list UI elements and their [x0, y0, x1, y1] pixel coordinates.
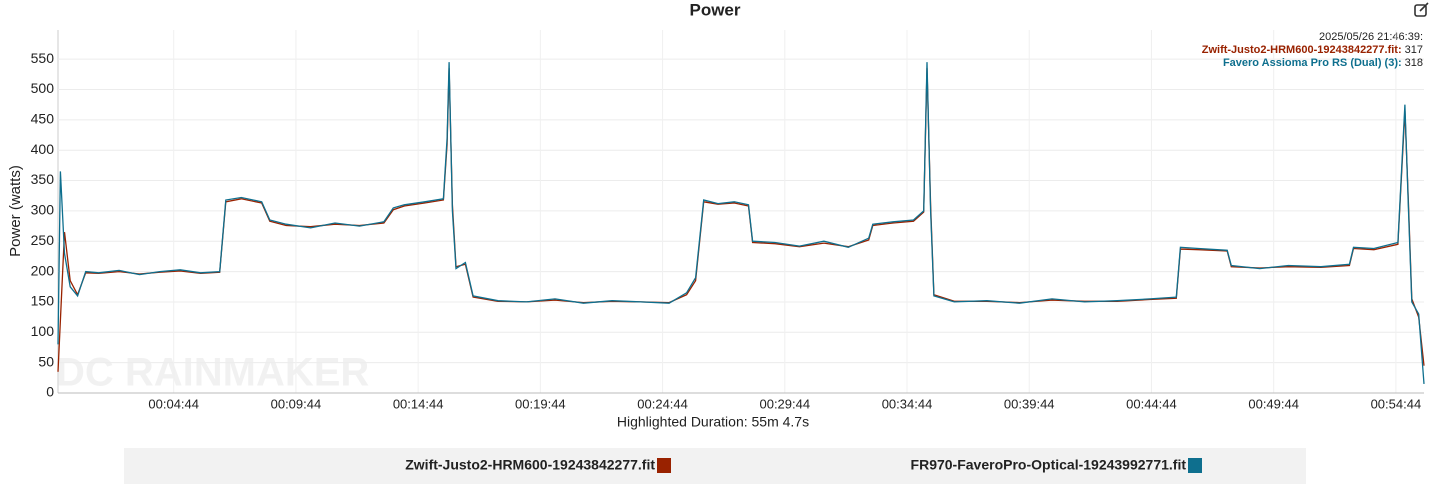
tooltip-value: 317 — [1405, 44, 1423, 56]
legend-swatch — [657, 458, 671, 473]
y-tick-label: 50 — [38, 353, 54, 369]
y-tick-label: 500 — [31, 80, 55, 96]
x-tick-label: 00:54:44 — [1371, 396, 1422, 411]
y-tick-label: 550 — [31, 50, 55, 66]
legend-label: FR970-FaveroPro-Optical-19243992771.fit — [911, 457, 1187, 473]
y-tick-label: 400 — [31, 141, 55, 157]
x-axis-label: Highlighted Duration: 55m 4.7s — [617, 414, 809, 430]
x-tick-label: 00:49:44 — [1248, 396, 1299, 411]
series-line — [57, 68, 1425, 372]
x-tick-label: 00:44:44 — [1126, 396, 1177, 411]
tooltip-name: Zwift-Justo2-HRM600-19243842277.fit: — [1202, 44, 1402, 56]
x-tick-label: 00:29:44 — [759, 396, 810, 411]
tooltip-entry: Zwift-Justo2-HRM600-19243842277.fit: 317 — [1202, 44, 1423, 56]
edit-icon[interactable] — [1414, 2, 1429, 17]
x-tick-label: 00:04:44 — [148, 396, 199, 411]
y-tick-label: 300 — [31, 202, 55, 218]
x-tick-label: 00:24:44 — [637, 396, 688, 411]
y-tick-label: 200 — [31, 262, 55, 278]
y-tick-label: 100 — [31, 323, 55, 339]
chart-title: Power — [689, 0, 740, 19]
legend-box — [124, 448, 1306, 484]
y-tick-label: 250 — [31, 232, 55, 248]
y-tick-label: 350 — [31, 171, 55, 187]
y-tick-label: 0 — [46, 384, 54, 400]
y-tick-label: 450 — [31, 111, 55, 127]
legend-label: Zwift-Justo2-HRM600-19243842277.fit — [405, 457, 655, 473]
series-line — [57, 62, 1425, 384]
y-axis-label: Power (watts) — [7, 165, 24, 257]
tooltip-time: 2025/05/26 21:46:39: — [1319, 31, 1423, 43]
tooltip-name: Favero Assioma Pro RS (Dual) (3): — [1223, 57, 1402, 69]
x-tick-label: 00:34:44 — [882, 396, 933, 411]
x-tick-label: 00:19:44 — [515, 396, 566, 411]
x-tick-label: 00:14:44 — [393, 396, 444, 411]
tooltip-entry: Favero Assioma Pro RS (Dual) (3): 318 — [1223, 57, 1423, 69]
y-tick-label: 150 — [31, 293, 55, 309]
legend-swatch — [1188, 458, 1202, 473]
watermark: DC RAINMAKER — [56, 351, 369, 395]
x-tick-label: 00:09:44 — [271, 396, 322, 411]
x-tick-label: 00:39:44 — [1004, 396, 1055, 411]
tooltip-value: 318 — [1405, 57, 1423, 69]
